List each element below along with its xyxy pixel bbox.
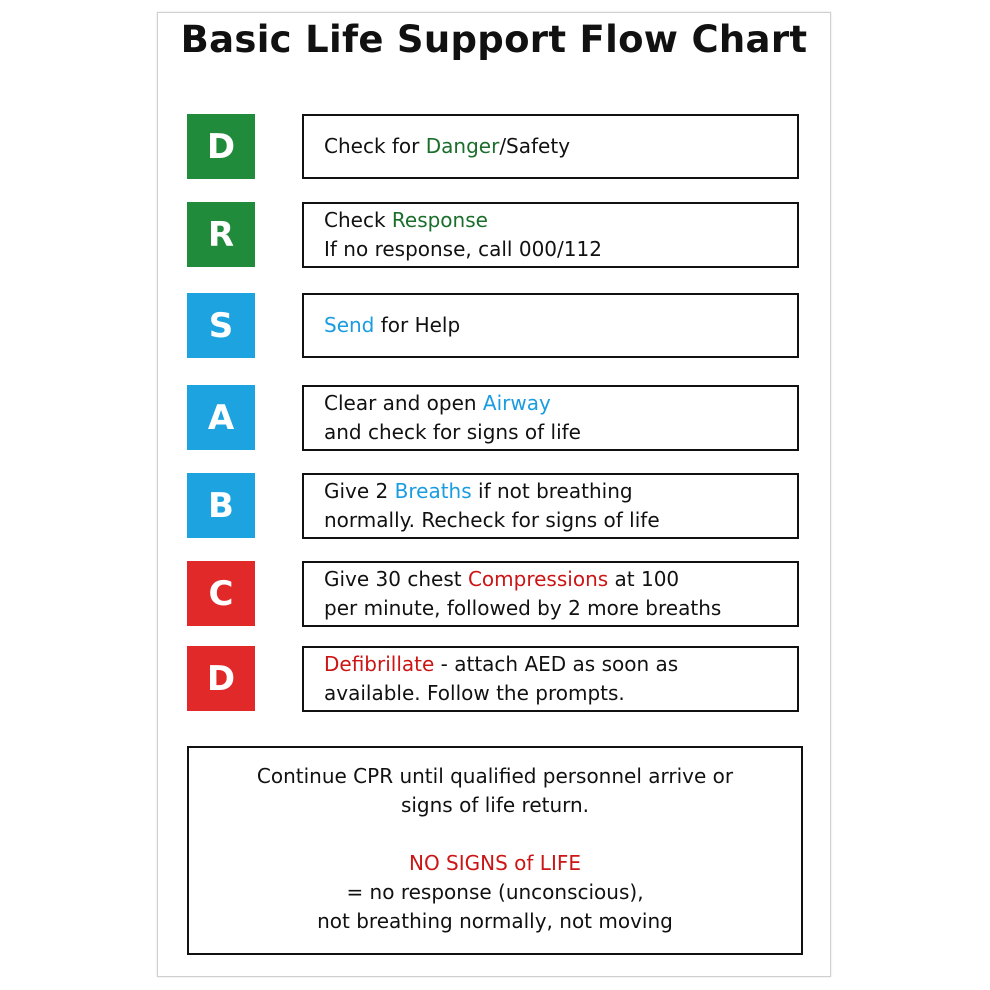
footer-line: = no response (unconscious), [346, 880, 644, 904]
step-box: Clear and open Airway and check for signs… [302, 385, 799, 451]
step-line: Clear and open Airway [324, 389, 797, 418]
step-line: and check for signs of life [324, 418, 797, 447]
step-keyword: Breaths [394, 479, 472, 503]
poster-card [157, 12, 831, 977]
step-keyword: Response [391, 208, 488, 232]
footer-line: Continue CPR until qualified personnel a… [256, 764, 734, 788]
step-text: - attach AED as soon as [434, 652, 679, 676]
footer-line: signs of life return. [400, 793, 590, 817]
step-text: and check for signs of life [324, 420, 581, 444]
step-letter-badge: D [187, 114, 255, 179]
step-line: Check Response [324, 206, 797, 235]
step-box: Check Response If no response, call 000/1… [302, 202, 799, 268]
step-keyword: Airway [482, 391, 551, 415]
step-text: per minute, followed by 2 more breaths [324, 596, 722, 620]
step-text: at 100 [608, 567, 680, 591]
step-text: Give 2 [324, 479, 395, 503]
step-line: Send for Help [324, 311, 797, 340]
step-text: Check for [324, 134, 426, 158]
step-text: normally. Recheck for signs of life [324, 508, 660, 532]
step-box: Check for Danger/Safety [302, 114, 799, 179]
step-keyword: Send [324, 313, 375, 337]
step-keyword: Compressions [467, 567, 609, 591]
step-letter-badge: R [187, 202, 255, 267]
step-keyword: Danger [425, 134, 500, 158]
step-line: Defibrillate - attach AED as soon as [324, 650, 797, 679]
step-text: Check [324, 208, 392, 232]
step-letter-badge: D [187, 646, 255, 711]
page-title: Basic Life Support Flow Chart [180, 18, 808, 61]
step-line: Check for Danger/Safety [324, 132, 797, 161]
step-line: Give 30 chest Compressions at 100 [324, 565, 797, 594]
step-letter-badge: S [187, 293, 255, 358]
step-letter-badge: A [187, 385, 255, 450]
step-letter-badge: B [187, 473, 255, 538]
step-box: Send for Help [302, 293, 799, 358]
step-box: Defibrillate - attach AED as soon as avai… [302, 646, 799, 712]
step-keyword: Defibrillate [324, 652, 435, 676]
no-signs-heading: NO SIGNS of LIFE [409, 851, 581, 875]
step-box: Give 2 Breaths if not breathing normally.… [302, 473, 799, 539]
step-line: per minute, followed by 2 more breaths [324, 594, 797, 623]
step-text: for Help [374, 313, 461, 337]
step-line: available. Follow the prompts. [324, 679, 797, 708]
step-line: If no response, call 000/112 [324, 235, 797, 264]
step-box: Give 30 chest Compressions at 100 per min… [302, 561, 799, 627]
footer-line: not breathing normally, not moving [317, 909, 673, 933]
step-text: Give 30 chest [324, 567, 468, 591]
step-text: /Safety [499, 134, 571, 158]
footer-box: Continue CPR until qualified personnel a… [187, 746, 803, 955]
step-text: available. Follow the prompts. [324, 681, 625, 705]
step-text: If no response, call 000/112 [324, 237, 602, 261]
step-line: Give 2 Breaths if not breathing [324, 477, 797, 506]
step-text: Clear and open [324, 391, 483, 415]
step-text: if not breathing [471, 479, 633, 503]
step-line: normally. Recheck for signs of life [324, 506, 797, 535]
step-letter-badge: C [187, 561, 255, 626]
